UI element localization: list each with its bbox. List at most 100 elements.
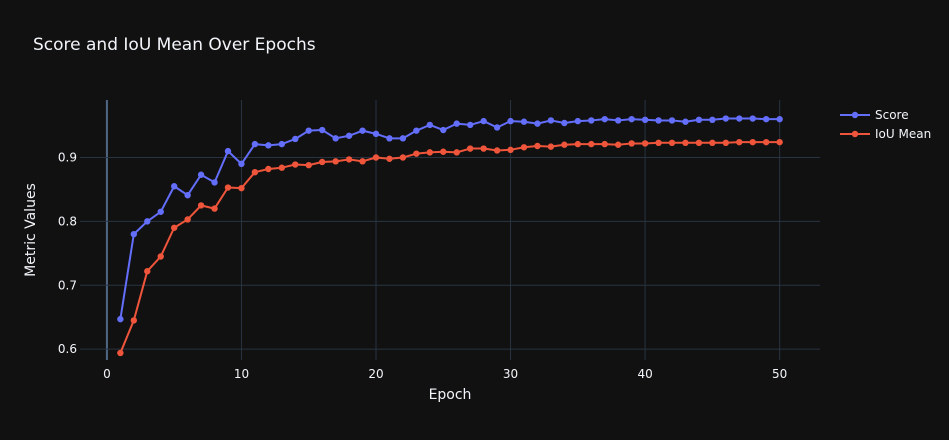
data-point[interactable]	[709, 139, 716, 147]
data-point[interactable]	[588, 117, 595, 124]
data-point[interactable]	[292, 161, 299, 168]
data-point[interactable]	[574, 140, 582, 148]
data-point[interactable]	[386, 135, 393, 142]
data-point[interactable]	[130, 317, 138, 324]
data-point[interactable]	[318, 126, 326, 134]
data-point[interactable]	[238, 184, 245, 192]
data-point[interactable]	[641, 140, 649, 147]
legend[interactable]: Score IoU Mean	[840, 108, 931, 141]
data-point[interactable]	[601, 140, 608, 148]
data-point[interactable]	[359, 127, 366, 134]
data-point[interactable]	[305, 161, 312, 169]
data-point[interactable]	[440, 126, 447, 134]
data-point[interactable]	[211, 179, 218, 186]
data-point[interactable]	[736, 115, 743, 122]
data-point[interactable]	[561, 119, 568, 127]
data-point[interactable]	[493, 124, 501, 131]
data-point[interactable]	[197, 202, 205, 209]
data-point[interactable]	[345, 132, 353, 139]
data-point[interactable]	[265, 165, 272, 173]
data-point[interactable]	[144, 218, 151, 225]
data-point[interactable]	[426, 149, 434, 156]
data-point[interactable]	[318, 158, 326, 166]
data-point[interactable]	[762, 138, 770, 146]
data-point[interactable]	[547, 117, 555, 124]
legend-item[interactable]: Score	[840, 108, 909, 122]
data-point[interactable]	[184, 216, 191, 223]
data-point[interactable]	[668, 139, 676, 147]
data-point[interactable]	[547, 143, 555, 150]
data-point[interactable]	[453, 120, 460, 127]
data-point[interactable]	[722, 115, 730, 122]
data-point[interactable]	[628, 115, 635, 123]
legend-item[interactable]: IoU Mean	[840, 127, 931, 141]
data-point[interactable]	[749, 115, 756, 122]
data-point[interactable]	[534, 142, 541, 150]
data-point[interactable]	[507, 117, 514, 125]
data-point[interactable]	[426, 121, 434, 129]
data-point[interactable]	[170, 183, 178, 190]
data-point[interactable]	[278, 140, 286, 148]
data-point[interactable]	[561, 141, 568, 148]
data-point[interactable]	[305, 127, 312, 134]
data-point[interactable]	[534, 120, 541, 127]
data-point[interactable]	[614, 117, 622, 124]
data-point[interactable]	[224, 184, 232, 191]
data-point[interactable]	[520, 144, 528, 151]
data-point[interactable]	[776, 115, 783, 123]
data-point[interactable]	[224, 147, 232, 155]
data-point[interactable]	[493, 147, 501, 154]
data-point[interactable]	[682, 118, 689, 125]
data-point[interactable]	[413, 127, 420, 134]
data-point[interactable]	[520, 118, 528, 125]
data-point[interactable]	[614, 141, 622, 148]
data-point[interactable]	[359, 158, 366, 165]
data-point[interactable]	[641, 116, 649, 124]
data-point[interactable]	[749, 138, 756, 146]
data-point[interactable]	[144, 268, 151, 275]
data-point[interactable]	[601, 115, 608, 123]
data-point[interactable]	[736, 138, 743, 146]
data-point[interactable]	[588, 140, 595, 148]
data-point[interactable]	[399, 135, 407, 142]
data-point[interactable]	[722, 139, 730, 147]
data-point[interactable]	[372, 154, 380, 161]
data-point[interactable]	[157, 208, 164, 215]
data-point[interactable]	[762, 115, 770, 123]
data-point[interactable]	[345, 156, 353, 163]
data-point[interactable]	[682, 139, 689, 147]
data-point[interactable]	[130, 230, 138, 238]
data-point[interactable]	[709, 116, 716, 124]
data-point[interactable]	[695, 116, 703, 124]
data-point[interactable]	[332, 135, 339, 142]
data-point[interactable]	[197, 171, 205, 178]
data-point[interactable]	[668, 117, 676, 124]
data-point[interactable]	[466, 121, 474, 129]
data-point[interactable]	[655, 117, 662, 124]
data-point[interactable]	[117, 315, 124, 323]
data-point[interactable]	[278, 164, 286, 171]
data-point[interactable]	[265, 142, 272, 149]
data-point[interactable]	[628, 140, 635, 147]
data-point[interactable]	[117, 349, 124, 357]
data-point[interactable]	[157, 253, 164, 260]
data-point[interactable]	[170, 224, 178, 231]
data-point[interactable]	[251, 168, 259, 176]
data-point[interactable]	[292, 135, 299, 143]
data-point[interactable]	[655, 139, 662, 147]
data-point[interactable]	[480, 145, 487, 152]
data-point[interactable]	[211, 205, 218, 212]
data-point[interactable]	[399, 154, 407, 161]
data-point[interactable]	[466, 145, 474, 152]
data-point[interactable]	[507, 146, 514, 154]
data-point[interactable]	[574, 117, 582, 125]
data-point[interactable]	[184, 191, 191, 199]
data-point[interactable]	[453, 149, 460, 156]
data-point[interactable]	[480, 117, 487, 125]
data-point[interactable]	[413, 150, 420, 157]
data-point[interactable]	[386, 155, 393, 162]
data-point[interactable]	[332, 158, 339, 165]
data-point[interactable]	[695, 139, 703, 147]
data-point[interactable]	[372, 130, 380, 138]
data-point[interactable]	[776, 138, 783, 146]
